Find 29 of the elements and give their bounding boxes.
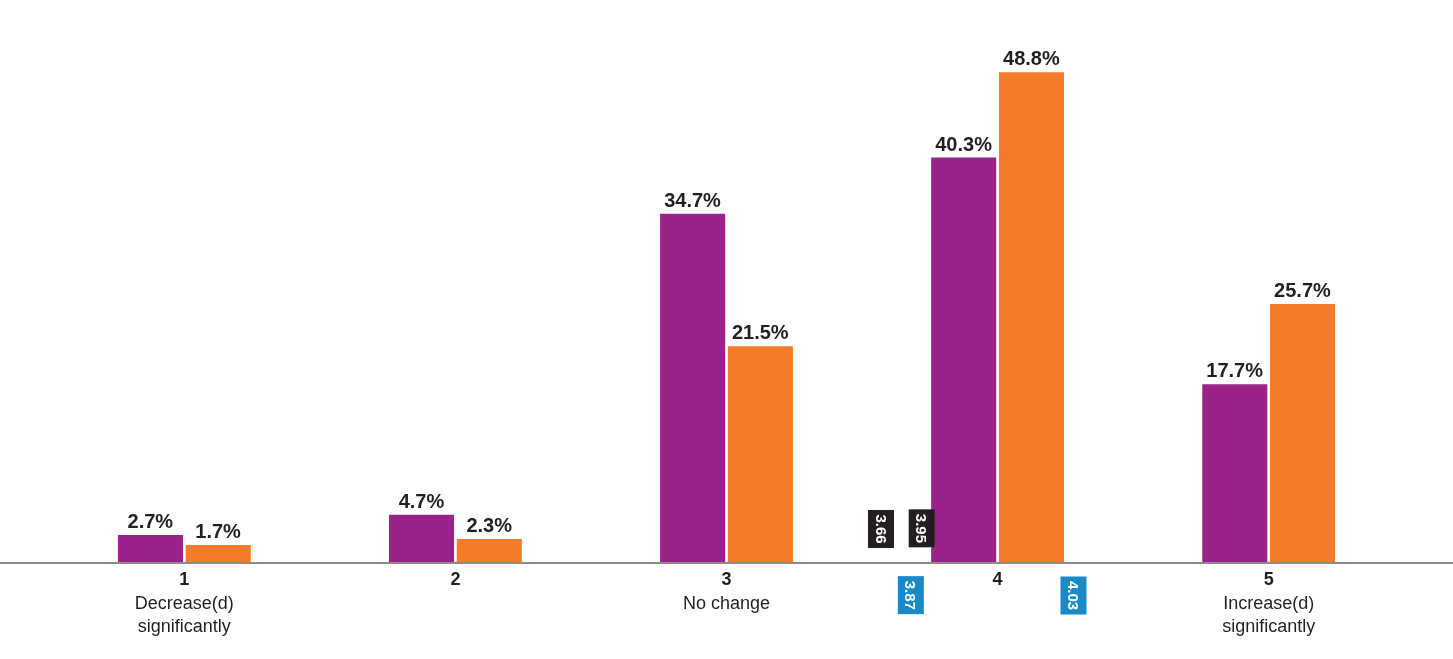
data-label: 17.7% — [1206, 359, 1264, 382]
bar — [1202, 384, 1268, 562]
annotation: 3.95 — [913, 513, 931, 544]
bar — [727, 346, 793, 562]
bar — [998, 72, 1064, 562]
data-label: 25.7% — [1274, 279, 1332, 302]
data-label: 4.7% — [398, 489, 445, 512]
data-label: 48.8% — [1003, 47, 1060, 70]
text: 3.87 — [902, 580, 920, 610]
data-label: 34.7% — [664, 188, 722, 211]
x-tick-label: 5 Increase(d) significantly — [1222, 569, 1316, 637]
data-label: 2.7% — [127, 509, 174, 532]
bar — [185, 544, 251, 562]
data-label: 21.5% — [731, 321, 789, 344]
bar — [389, 514, 455, 562]
bar — [660, 213, 726, 562]
text: 4.03 — [1064, 581, 1082, 611]
x-tick-label: 3 No change — [682, 569, 771, 613]
bar — [1270, 304, 1336, 562]
data-label: 1.7% — [195, 519, 242, 542]
x-tick-label: 2 — [450, 569, 461, 590]
data-label: 2.3% — [466, 513, 513, 536]
x-tick-label: 4 — [992, 569, 1003, 590]
bar — [456, 538, 522, 562]
bar — [117, 534, 183, 562]
data-label: 40.3% — [935, 132, 993, 155]
annotation: 3.66 — [872, 514, 890, 544]
x-tick-label: 1 Decrease(d) significantly — [134, 569, 234, 637]
bar — [931, 157, 997, 562]
